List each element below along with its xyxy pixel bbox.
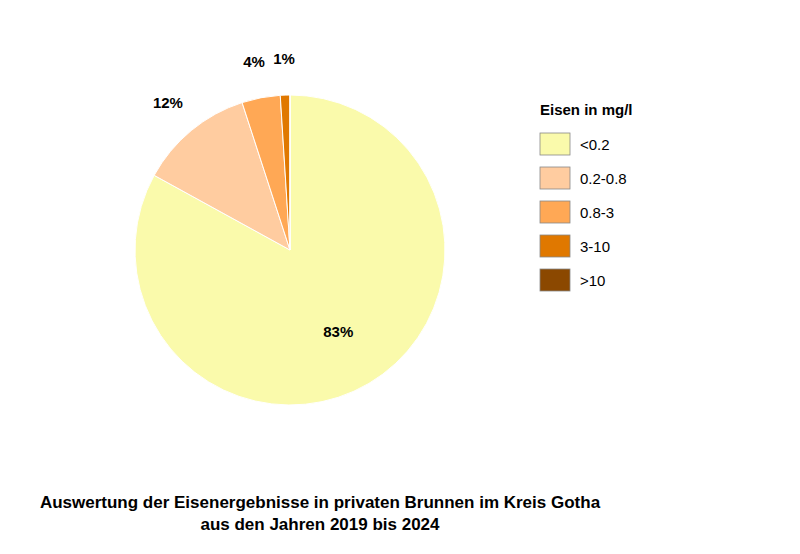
data-label: 1% [273,50,295,67]
data-label: 4% [243,53,265,70]
legend-swatch [540,133,570,155]
titles: Auswertung der Eisenergebnisse in privat… [40,493,601,534]
pie-slice [242,95,290,250]
data-label: 12% [153,94,183,111]
legend-item: 3-10 [540,235,610,257]
legend-item: 0.8-3 [540,201,614,223]
legend-label: <0.2 [580,136,610,153]
legend-swatch [540,269,570,291]
legend: Eisen in mg/l <0.2 0.2-0.8 0.8-3 3-10 >10 [540,101,633,291]
chart: 83% 12% 4% 1% Eisen in mg/l <0.2 0.2-0.8 0.8-3 3… [0,0,800,554]
legend-label: 3-10 [580,238,610,255]
legend-label: >10 [580,272,605,289]
pie-slice [280,95,290,250]
subtitle: aus den Jahren 2019 bis 2024 [200,515,440,534]
legend-swatch [540,167,570,189]
legend-label: 0.2-0.8 [580,170,627,187]
title: Auswertung der Eisenergebnisse in privat… [40,493,601,512]
legend-swatch [540,201,570,223]
pie-slice [289,95,290,250]
legend-item: <0.2 [540,133,610,155]
pie-slice [135,95,445,405]
legend-item: >10 [540,269,605,291]
data-labels: 83% 12% 4% 1% [153,50,353,340]
pie [135,95,445,405]
data-label: 83% [323,323,353,340]
legend-item: 0.2-0.8 [540,167,627,189]
legend-title: Eisen in mg/l [540,101,633,118]
legend-label: 0.8-3 [580,204,614,221]
legend-swatch [540,235,570,257]
